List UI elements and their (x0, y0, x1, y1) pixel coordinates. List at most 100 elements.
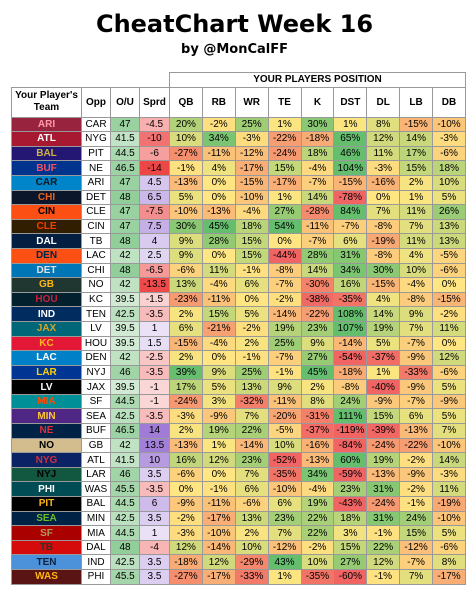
position-value: -22% (300, 306, 335, 322)
position-value: 12% (201, 452, 236, 468)
position-value: -8% (366, 218, 401, 235)
position-value: -8% (267, 262, 302, 279)
opponent: CLE (81, 204, 111, 220)
row: NYG ATL 41.5 10 16% 12% 23% -52% -13% 60% 19% -2% 14… (11, 452, 466, 468)
position-value: -16% (300, 437, 335, 454)
position-value: 65% (333, 131, 368, 147)
position-value: -19% (366, 233, 401, 249)
opponent: KC (81, 291, 111, 308)
position-value: 10% (300, 554, 335, 570)
spread: -4 (139, 539, 170, 556)
row: CIN CLE 47 -7.5 -10% -13% -4% 27% -28% 84% 7% 11% 26… (11, 204, 466, 220)
team: JAX (11, 320, 82, 337)
over-under: 42 (110, 350, 140, 366)
position-value: 9% (169, 233, 203, 249)
position-value: -5% (432, 247, 466, 264)
row: CAR ARI 47 4.5 -13% 0% -15% -17% -7% -15% -16% 2% 10… (11, 174, 466, 191)
column-header: LB (399, 86, 433, 118)
position-value: 2% (300, 379, 335, 395)
position-value: 34% (300, 466, 335, 483)
position-value: 5% (169, 189, 203, 206)
position-value: -1% (234, 350, 269, 366)
position-value: -9% (169, 496, 203, 512)
opponent: PHI (81, 569, 111, 585)
position-value: 15% (366, 408, 401, 425)
position-value: -21% (201, 320, 236, 337)
row: TEN IND 42.5 3.5 -18% 12% -29% 43% 10% 27% 12% -7% 8… (11, 554, 466, 570)
spread: -1 (139, 379, 170, 395)
position-value: 30% (300, 116, 335, 133)
position-value: 45% (300, 364, 335, 381)
over-under: 47 (110, 116, 140, 133)
spread: -3.5 (139, 481, 170, 498)
spread: -13.5 (139, 277, 170, 293)
position-value: -15% (234, 174, 269, 191)
position-value: 25% (234, 116, 269, 133)
position-value: 9% (267, 379, 302, 395)
position-value: 0% (234, 291, 269, 308)
position-value: -6% (234, 496, 269, 512)
position-value: 84% (333, 204, 368, 220)
position-value: 12% (201, 554, 236, 570)
row: MIA SF 44.5 -1 -24% 3% -32% -11% 8% 24% -9% -7% -9% (11, 393, 466, 410)
position-value: 9% (201, 364, 236, 381)
position-value: -10% (432, 116, 466, 133)
team: CAR (11, 174, 82, 191)
team: HOU (11, 291, 82, 308)
position-value: 111% (333, 408, 368, 425)
over-under: 42 (110, 437, 140, 454)
position-value: -10% (234, 189, 269, 206)
position-value: -35% (267, 466, 302, 483)
team: NE (11, 423, 82, 439)
position-value: 2% (169, 350, 203, 366)
position-value: -9% (399, 350, 433, 366)
position-value: 18% (432, 160, 466, 176)
position-value: -1% (366, 525, 401, 541)
position-value: 11% (366, 145, 401, 162)
over-under: 47 (110, 204, 140, 220)
position-value: -24% (366, 496, 401, 512)
team: DEN (11, 247, 82, 264)
position-value: -8% (333, 379, 368, 395)
team: GB (11, 277, 82, 293)
spread: -6.5 (139, 262, 170, 279)
position-value: -10% (432, 510, 466, 527)
position-value: 5% (234, 306, 269, 322)
position-value: -35% (333, 291, 368, 308)
team: MIN (11, 408, 82, 425)
position-value: 15% (399, 525, 433, 541)
opponent: CIN (81, 218, 111, 235)
position-value: 11% (399, 233, 433, 249)
position-value: 1% (201, 437, 236, 454)
position-value: -119% (333, 423, 368, 439)
position-value: 14% (399, 131, 433, 147)
position-value: -52% (267, 452, 302, 468)
position-value: -11% (201, 496, 236, 512)
position-value: -14% (333, 335, 368, 352)
over-under: 46.5 (110, 423, 140, 439)
position-value: -1% (234, 262, 269, 279)
position-value: -84% (333, 437, 368, 454)
position-value: -2% (399, 452, 433, 468)
position-value: -7% (267, 350, 302, 366)
row: WAS PHI 45.5 3.5 -27% -17% -33% 1% -35% -60% -1% 7%… (11, 569, 466, 585)
opponent: ATL (81, 452, 111, 468)
position-value: -33% (399, 364, 433, 381)
position-value: -13% (300, 452, 335, 468)
row: NE BUF 46.5 14 2% 19% 22% -5% -37% -119% -39% -13% 7… (11, 423, 466, 439)
position-value: -7% (399, 393, 433, 410)
position-value: -2% (399, 481, 433, 498)
position-value: 16% (333, 277, 368, 293)
position-value: 31% (366, 510, 401, 527)
team: ATL (11, 131, 82, 147)
team: NYG (11, 452, 82, 468)
position-value: 6% (333, 233, 368, 249)
spread: -14 (139, 160, 170, 176)
position-value: 13% (432, 233, 466, 249)
column-header: DB (432, 86, 466, 118)
over-under: 48 (110, 189, 140, 206)
spread: 3.5 (139, 569, 170, 585)
position-value: 8% (432, 554, 466, 570)
row: PHI WAS 45.5 -3.5 0% -1% 6% -10% -4% 23% 31% -2% 11% (11, 481, 466, 498)
position-value: 13% (432, 218, 466, 235)
